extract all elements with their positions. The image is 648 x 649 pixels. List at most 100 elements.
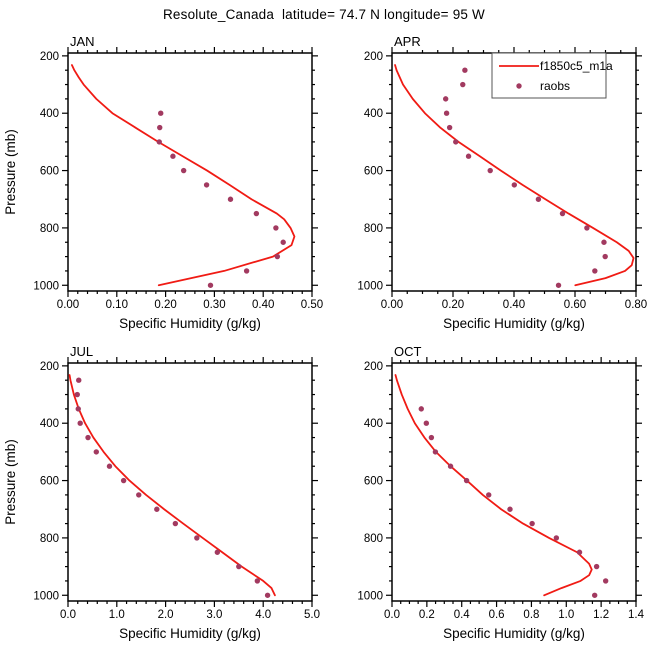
raobs-point bbox=[423, 420, 430, 426]
raobs-point bbox=[460, 81, 466, 88]
y-axis-title: Pressure (mb) bbox=[3, 129, 18, 215]
raobs-point bbox=[85, 434, 91, 441]
raobs-point bbox=[74, 391, 80, 398]
raobs-point bbox=[106, 463, 113, 469]
x-axis-title: Specific Humidity (g/kg) bbox=[119, 626, 261, 641]
model-line-f1850c5_m1a bbox=[71, 64, 296, 287]
raobs-point bbox=[593, 563, 600, 570]
x-tick-label: 4.0 bbox=[255, 609, 271, 621]
raobs-point bbox=[584, 225, 590, 231]
y-tick-label: 600 bbox=[364, 166, 383, 178]
raobs-point bbox=[432, 449, 439, 455]
raobs-point bbox=[463, 477, 470, 484]
raobs-point bbox=[136, 492, 142, 498]
y-tick-label: 1000 bbox=[357, 590, 383, 602]
raobs-point bbox=[592, 268, 598, 274]
x-tick-label: 0.10 bbox=[106, 299, 128, 311]
x-tick-label: 1.2 bbox=[593, 609, 609, 621]
raobs-point bbox=[254, 578, 261, 584]
x-axis-title: Specific Humidity (g/kg) bbox=[443, 626, 585, 641]
x-tick-label: 0.2 bbox=[419, 609, 435, 621]
raobs-point bbox=[465, 153, 472, 159]
raobs-point bbox=[576, 549, 583, 555]
panel-apr: 0.00 0.20 0.40 0.60 0.80 200 400 600 800 1000 APR S… bbox=[324, 27, 648, 337]
month-label: APR bbox=[394, 34, 421, 49]
y-axis-title: Pressure (mb) bbox=[3, 439, 18, 525]
y-tick-label: 200 bbox=[364, 51, 383, 63]
raobs-point bbox=[120, 477, 127, 484]
plot-frame bbox=[67, 362, 313, 602]
raobs-point bbox=[227, 196, 234, 202]
raobs-point bbox=[591, 592, 598, 598]
model-line-f1850c5_m1a bbox=[394, 64, 635, 287]
raobs-point bbox=[172, 520, 179, 527]
raobs-point bbox=[462, 67, 468, 73]
raobs-point bbox=[453, 139, 459, 145]
x-tick-label: 0.8 bbox=[523, 609, 539, 621]
x-tick-label: 2.0 bbox=[158, 609, 174, 621]
legend-box bbox=[491, 52, 607, 99]
y-tick-label: 200 bbox=[364, 361, 383, 373]
raobs-point bbox=[274, 253, 281, 260]
raobs-point bbox=[207, 282, 214, 288]
raobs-point bbox=[273, 225, 279, 231]
raobs-point bbox=[446, 124, 453, 131]
raobs-point bbox=[76, 377, 82, 383]
y-tick-label: 600 bbox=[364, 476, 383, 488]
raobs-point bbox=[93, 449, 100, 455]
x-tick-label: 0.4 bbox=[454, 609, 471, 621]
raobs-point bbox=[602, 253, 608, 260]
x-tick-label: 0.20 bbox=[442, 299, 464, 311]
raobs-point bbox=[555, 282, 562, 288]
raobs-point bbox=[264, 592, 271, 598]
x-tick-label: 0.00 bbox=[381, 299, 403, 311]
y-tick-label: 800 bbox=[364, 223, 383, 235]
raobs-point bbox=[194, 535, 200, 541]
y-tick-label: 600 bbox=[40, 476, 59, 488]
raobs-point bbox=[602, 578, 609, 584]
x-axis-title: Specific Humidity (g/kg) bbox=[443, 316, 585, 331]
y-tick-label: 400 bbox=[364, 418, 383, 430]
panel-jan: 0.00 0.10 0.20 0.30 0.40 0.50 200 400 600 800 1000… bbox=[0, 27, 324, 337]
y-tick-label: 200 bbox=[40, 361, 59, 373]
raobs-point bbox=[243, 268, 250, 274]
model-line-f1850c5_m1a bbox=[394, 374, 593, 597]
raobs-point bbox=[442, 96, 449, 102]
raobs-point bbox=[253, 210, 260, 217]
month-label: OCT bbox=[394, 344, 422, 359]
x-tick-label: 1.4 bbox=[628, 609, 645, 621]
plot-frame bbox=[391, 362, 637, 602]
chart-jan: 0.00 0.10 0.20 0.30 0.40 0.50 200 400 600 800 1000… bbox=[3, 34, 323, 331]
raobs-point bbox=[428, 434, 435, 441]
raobs-point bbox=[156, 139, 162, 145]
model-line-f1850c5_m1a bbox=[68, 374, 276, 597]
raobs-point bbox=[535, 196, 542, 202]
x-tick-label: 0.80 bbox=[625, 299, 647, 311]
month-label: JUL bbox=[70, 344, 93, 359]
raobs-point bbox=[157, 124, 163, 131]
raobs-point bbox=[158, 110, 164, 116]
y-tick-label: 800 bbox=[364, 533, 383, 545]
raobs-point bbox=[170, 153, 176, 159]
y-tick-label: 400 bbox=[40, 418, 59, 430]
raobs-point bbox=[529, 520, 535, 527]
raobs-point bbox=[447, 463, 454, 469]
y-tick-label: 600 bbox=[40, 166, 59, 178]
raobs-point bbox=[280, 239, 286, 245]
chart-jul: 0.0 1.0 2.0 3.0 4.0 5.0 200 400 600 800 1000 JUL Spe… bbox=[3, 344, 320, 641]
x-tick-label: 1.0 bbox=[109, 609, 125, 621]
x-tick-label: 0.0 bbox=[384, 609, 400, 621]
raobs-point bbox=[75, 406, 81, 412]
legend-dot-sample bbox=[516, 83, 522, 89]
raobs-point bbox=[443, 110, 450, 116]
x-tick-label: 0.30 bbox=[203, 299, 225, 311]
raobs-point bbox=[601, 239, 607, 245]
raobs-point bbox=[203, 182, 210, 188]
y-tick-label: 800 bbox=[40, 533, 59, 545]
y-tick-label: 1000 bbox=[33, 590, 59, 602]
y-tick-label: 1000 bbox=[33, 280, 59, 292]
y-tick-label: 1000 bbox=[357, 280, 383, 292]
x-tick-label: 0.60 bbox=[564, 299, 586, 311]
legend-label-model: f1850c5_m1a bbox=[540, 59, 613, 73]
